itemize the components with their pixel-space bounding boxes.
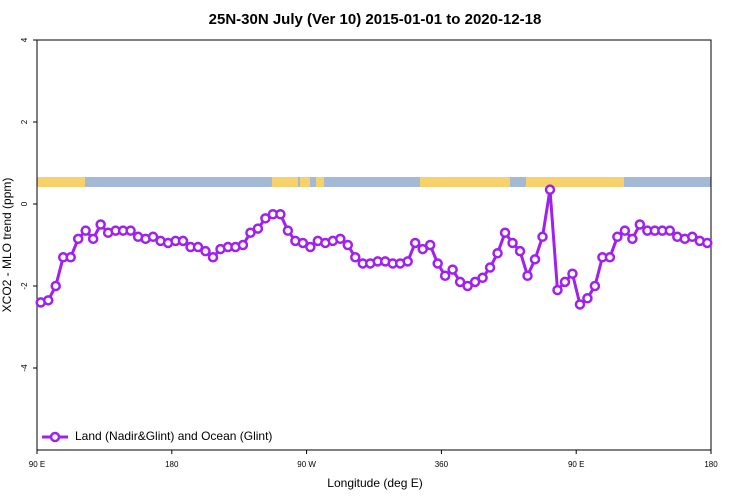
data-point <box>529 254 541 265</box>
data-point <box>335 233 346 245</box>
data-point <box>350 252 361 263</box>
data-point <box>559 276 571 288</box>
data-point <box>664 225 676 236</box>
data-point <box>42 295 54 306</box>
x-tick-label: 360 <box>435 460 449 469</box>
data-point <box>604 252 616 263</box>
data-point <box>177 235 189 247</box>
data-point <box>87 233 99 245</box>
data-point <box>297 237 309 249</box>
y-tick-label: -2 <box>20 282 29 290</box>
y-tick-label: 0 <box>20 201 29 206</box>
data-point <box>80 225 91 236</box>
data-point <box>612 231 623 243</box>
data-point <box>462 280 473 292</box>
data-point <box>552 284 563 296</box>
data-point <box>537 231 548 243</box>
data-point <box>417 243 428 255</box>
x-axis-label: Longitude (deg E) <box>327 476 422 490</box>
x-tick-label: 90 E <box>29 460 45 469</box>
data-point <box>95 219 106 230</box>
data-point <box>507 237 518 249</box>
data-point <box>207 252 219 263</box>
land-ocean-strip <box>37 177 711 187</box>
data-point <box>200 245 211 257</box>
data-point <box>567 268 578 279</box>
data-point <box>424 239 436 251</box>
y-tick-label: -4 <box>20 364 29 372</box>
data-point <box>582 293 593 304</box>
data-point <box>342 239 354 251</box>
data-point <box>634 219 646 230</box>
y-axis-label: XCO2 - MLO trend (ppm) <box>0 178 14 313</box>
data-point <box>432 258 443 269</box>
data-point <box>260 213 271 224</box>
chart-title: 25N-30N July (Ver 10) 2015-01-01 to 2020… <box>209 11 542 28</box>
data-point <box>192 241 204 253</box>
data-point <box>72 233 84 245</box>
data-point <box>514 245 526 257</box>
data-point <box>454 276 466 288</box>
data-point <box>237 239 249 251</box>
x-tick-label: 180 <box>704 460 718 469</box>
data-point <box>65 252 76 263</box>
data-point <box>589 280 601 292</box>
x-tick-label: 90 W <box>297 460 316 469</box>
data-point <box>402 256 413 267</box>
data-point <box>522 270 533 281</box>
plot-frame <box>36 39 712 451</box>
data-point <box>245 227 256 238</box>
legend: Land (Nadir&Glint) and Ocean (Glint) <box>42 429 272 443</box>
data-point <box>275 209 286 220</box>
legend-marker <box>49 431 61 443</box>
data-point <box>477 272 488 284</box>
series-line <box>40 188 708 306</box>
data-point <box>499 227 511 238</box>
data-point <box>252 223 264 234</box>
data-point <box>619 225 631 236</box>
data-point <box>125 225 136 236</box>
data-point <box>574 299 586 310</box>
data-point <box>492 247 503 259</box>
data-point <box>627 233 638 245</box>
data-point <box>544 184 556 195</box>
data-point <box>439 270 451 281</box>
legend-label: Land (Nadir&Glint) and Ocean (Glint) <box>75 429 272 443</box>
data-point <box>50 280 61 292</box>
data-point <box>702 237 713 249</box>
y-tick-label: 2 <box>20 119 29 124</box>
data-point <box>409 237 421 249</box>
y-tick-label: 4 <box>20 37 29 42</box>
data-point <box>687 231 698 243</box>
x-tick-label: 180 <box>165 460 179 469</box>
data-point <box>447 264 458 275</box>
data-point <box>484 262 496 273</box>
data-point <box>282 225 294 236</box>
data-point <box>147 231 159 243</box>
data-point <box>469 276 481 288</box>
x-tick-label: 90 E <box>568 460 584 469</box>
data-point <box>305 241 316 253</box>
